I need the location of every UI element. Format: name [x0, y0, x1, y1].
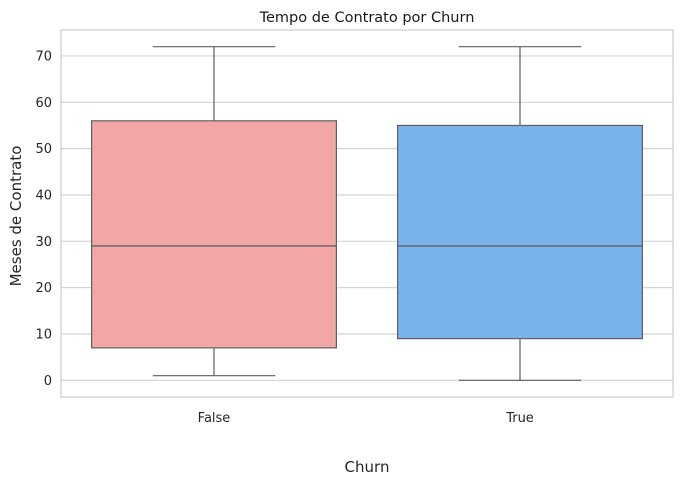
x-tick-label-false: False	[198, 411, 231, 426]
box-false	[90, 46, 338, 377]
y-tick-label-50: 50	[35, 142, 52, 157]
y-axis-ticks: 0 10 20 30 40 50 60 70	[35, 49, 52, 388]
box-true	[397, 46, 644, 381]
chart-title: Tempo de Contrato por Churn	[259, 10, 475, 26]
iqr-box	[397, 124, 644, 340]
x-axis-label: Churn	[345, 458, 390, 476]
iqr-box	[90, 120, 338, 349]
y-tick-label-20: 20	[35, 281, 52, 296]
y-tick-label-30: 30	[35, 235, 52, 250]
y-tick-label-40: 40	[35, 188, 52, 203]
x-axis-ticks: False True	[198, 411, 534, 426]
y-tick-label-70: 70	[35, 49, 52, 64]
plot-frame	[60, 29, 674, 398]
box-series	[90, 46, 644, 381]
y-tick-label-60: 60	[35, 96, 52, 111]
y-axis-label: Meses de Contrato	[7, 146, 25, 287]
x-tick-label-true: True	[505, 411, 534, 426]
y-tick-label-10: 10	[35, 327, 52, 342]
y-tick-label-0: 0	[44, 374, 52, 389]
